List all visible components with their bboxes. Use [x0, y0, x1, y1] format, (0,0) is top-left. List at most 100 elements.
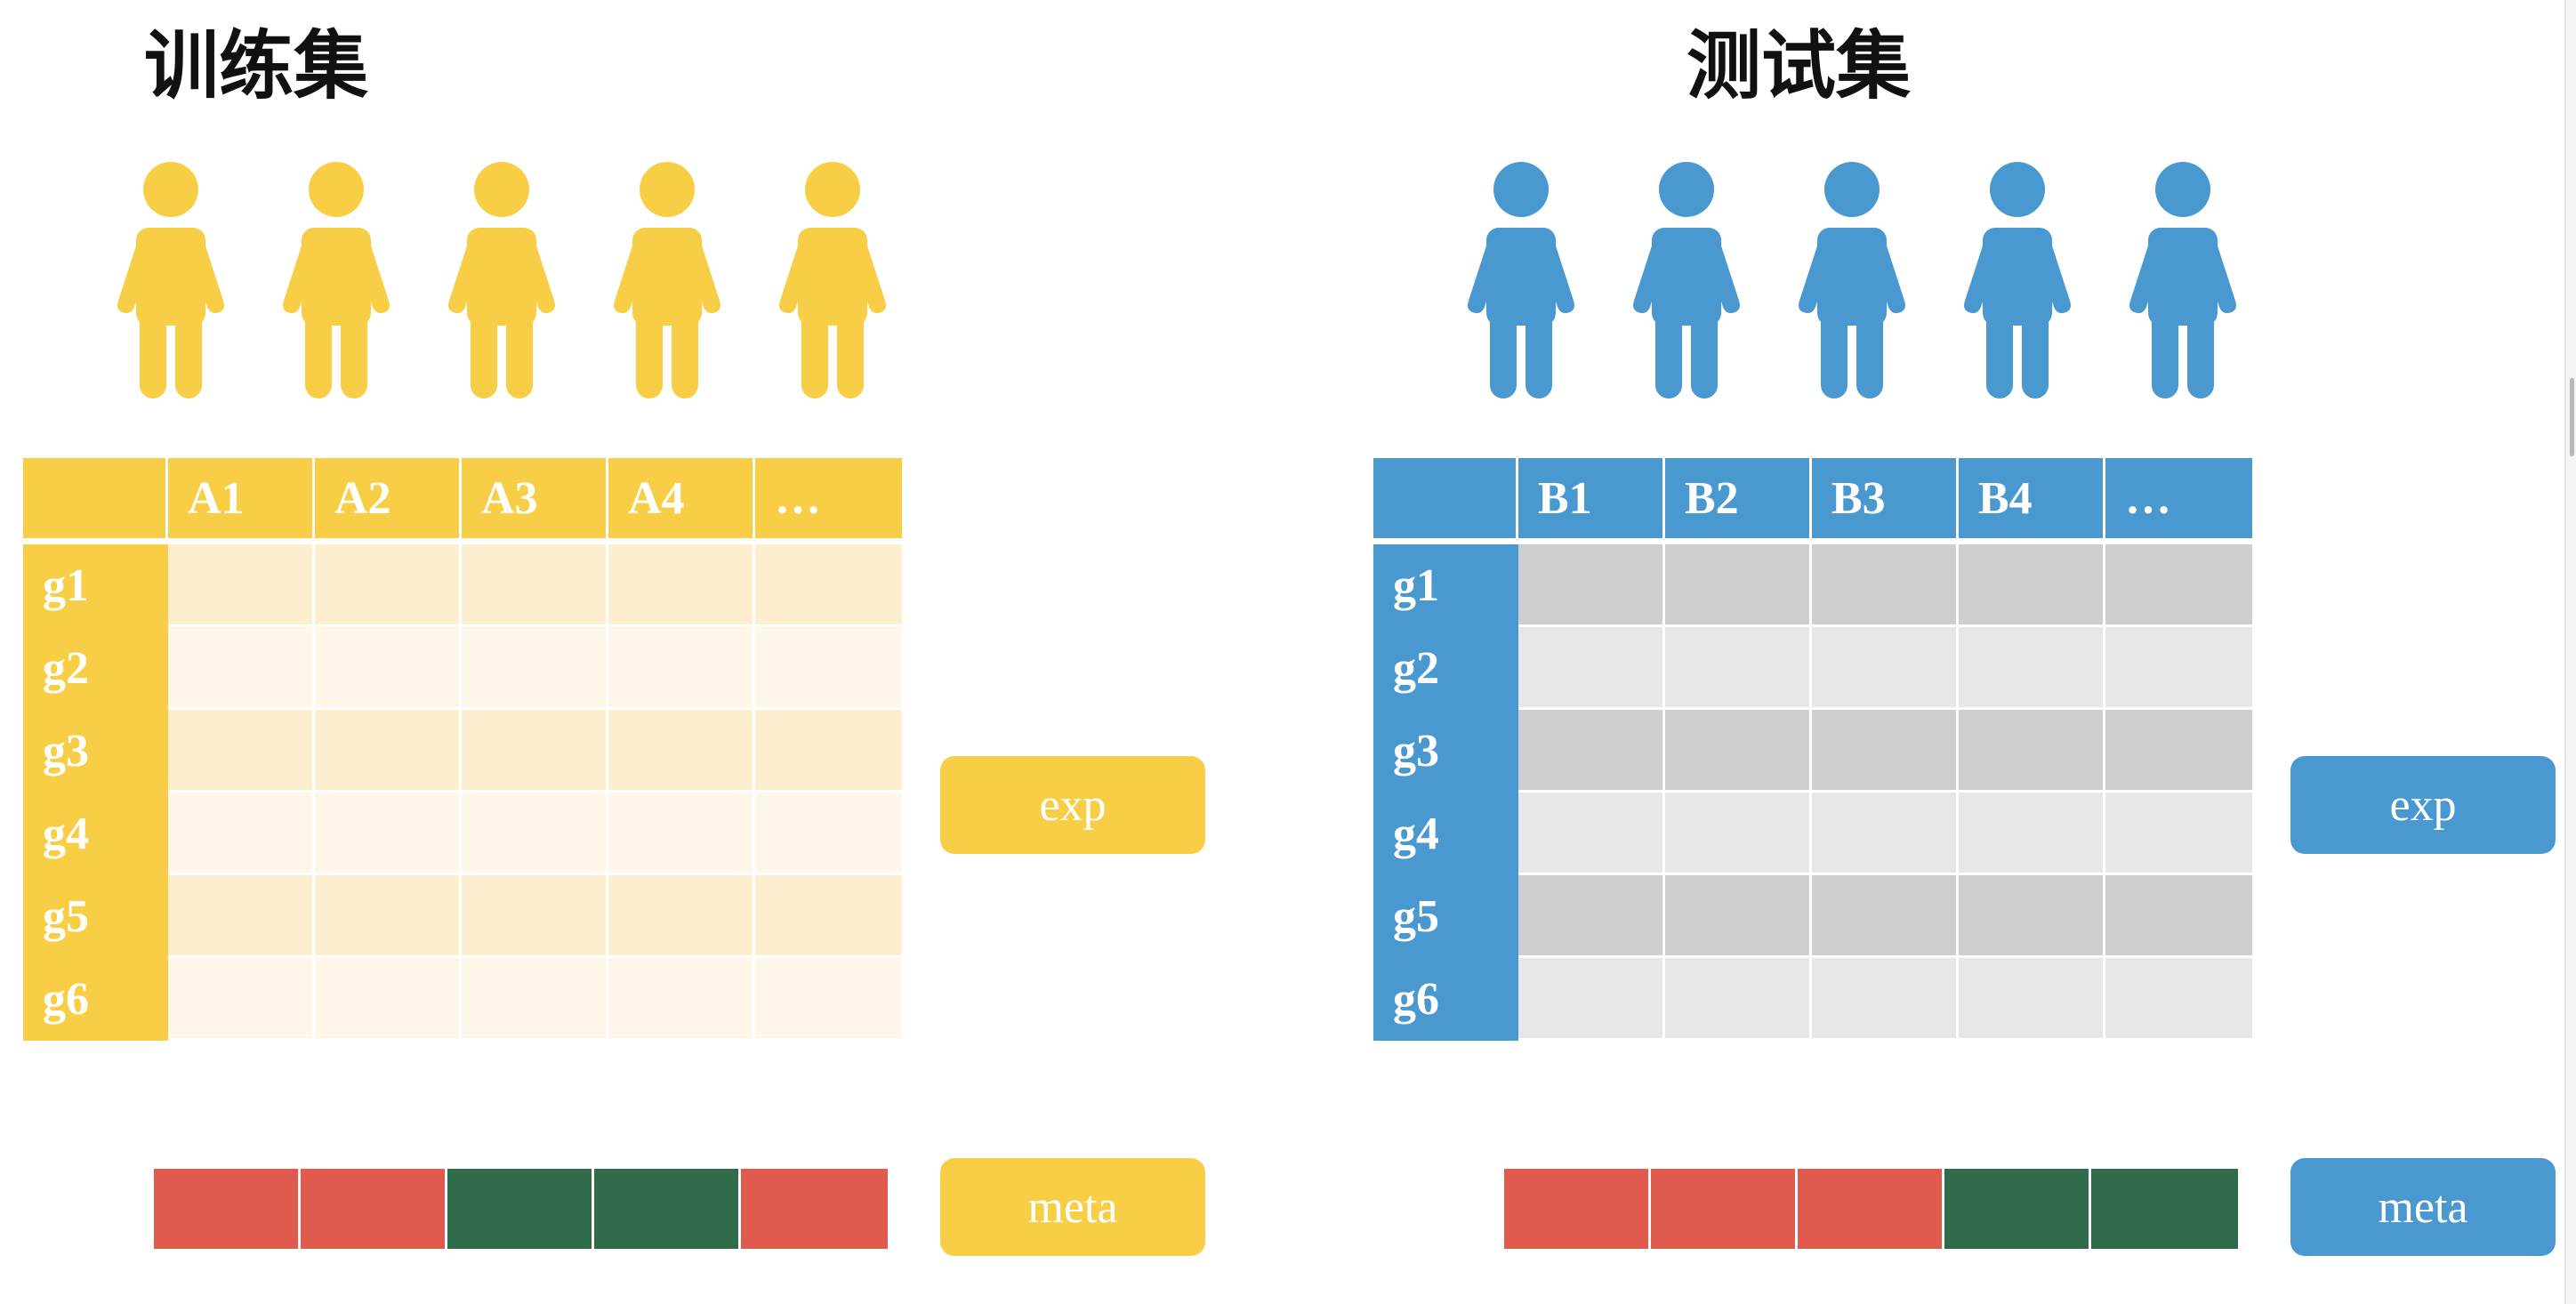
meta-group-cell — [301, 1169, 445, 1249]
table-corner — [23, 458, 165, 538]
person-icon — [779, 162, 886, 398]
table-cell — [1518, 875, 1662, 955]
table-cell — [168, 958, 312, 1038]
window-edge — [2564, 0, 2576, 1304]
train-table: A1 A2 A3 A4… g1 g2 g3 g4 g5 g6 — [23, 458, 902, 1041]
scrollbar-thumb[interactable] — [2570, 378, 2574, 456]
table-cell — [1665, 710, 1809, 790]
table-cell — [1959, 793, 2103, 873]
table-cell — [1518, 544, 1662, 624]
table-cell — [1518, 958, 1662, 1038]
table-cell — [755, 875, 902, 955]
column-header: B4 — [1959, 458, 2103, 538]
column-header: … — [2105, 458, 2252, 538]
table-cell — [2105, 627, 2252, 707]
table-cell — [168, 544, 312, 624]
table-cell — [1665, 544, 1809, 624]
person-icon — [1960, 160, 2075, 400]
person-icon — [1964, 162, 2071, 398]
meta-group-cell — [1504, 1169, 1648, 1249]
meta-group-cell — [594, 1169, 738, 1249]
table-cell — [168, 710, 312, 790]
table-cell — [462, 793, 606, 873]
table-cell — [2105, 793, 2252, 873]
column-header: B2 — [1665, 458, 1809, 538]
person-icon — [278, 160, 394, 400]
table-cell — [462, 544, 606, 624]
test-title: 测试集 — [1686, 22, 1912, 109]
table-cell — [1812, 875, 1956, 955]
train-people — [113, 160, 890, 409]
train-meta-label: meta — [940, 1158, 1205, 1256]
table-cell — [755, 710, 902, 790]
table-cell — [315, 958, 459, 1038]
person-icon — [1629, 160, 1744, 400]
column-header: B1 — [1518, 458, 1662, 538]
table-cell — [1665, 793, 1809, 873]
table-cell — [315, 793, 459, 873]
table-cell — [1959, 875, 2103, 955]
person-icon — [2125, 160, 2241, 400]
table-cell — [608, 875, 753, 955]
meta-group-cell — [1944, 1169, 2089, 1249]
table-cell — [608, 710, 753, 790]
table-cell — [168, 627, 312, 707]
person-icon — [1463, 160, 1579, 400]
table-cell — [1959, 710, 2103, 790]
table-cell — [608, 793, 753, 873]
meta-group-cell — [447, 1169, 592, 1249]
table-cell — [2105, 958, 2252, 1038]
table-cell — [462, 958, 606, 1038]
table-cell — [1812, 958, 1956, 1038]
table-cell — [1959, 627, 2103, 707]
person-icon — [117, 162, 224, 398]
table-cell — [1665, 875, 1809, 955]
row-header: g5 — [1373, 875, 1518, 958]
table-cell — [462, 710, 606, 790]
column-header: A3 — [462, 458, 606, 538]
test-table: B1 B2 B3 B4… g1 g2 g3 g4 g5 g6 — [1373, 458, 2252, 1041]
row-header: g1 — [23, 544, 168, 627]
train-exp-label: exp — [940, 756, 1205, 854]
person-icon — [448, 162, 555, 398]
train-panel: 训练集 A1 A2 A3 A4… g1 g2 g3 g4 g5 g6 exp meta — [23, 22, 1205, 1256]
person-icon — [1799, 162, 1905, 398]
person-icon — [2129, 162, 2236, 398]
row-header: g6 — [23, 958, 168, 1041]
row-header: g3 — [23, 710, 168, 793]
train-meta-bar — [154, 1169, 888, 1249]
test-panel: 测试集 B1 B2 B3 B4… g1 g2 g3 g4 g5 g6 exp meta — [1350, 0, 2576, 1304]
row-header: g2 — [1373, 627, 1518, 710]
table-cell — [1959, 958, 2103, 1038]
table-cell — [315, 875, 459, 955]
meta-group-cell — [154, 1169, 298, 1249]
table-cell — [315, 710, 459, 790]
table-cell — [1665, 958, 1809, 1038]
row-header: g1 — [1373, 544, 1518, 627]
table-cell — [608, 627, 753, 707]
column-header: A4 — [608, 458, 753, 538]
row-header: g4 — [23, 793, 168, 875]
test-meta-label: meta — [2290, 1158, 2556, 1256]
table-cell — [1812, 710, 1956, 790]
table-cell — [1518, 793, 1662, 873]
table-cell — [2105, 544, 2252, 624]
row-header: g6 — [1373, 958, 1518, 1041]
row-header: g4 — [1373, 793, 1518, 875]
table-cell — [1812, 793, 1956, 873]
column-header: B3 — [1812, 458, 1956, 538]
person-icon — [1794, 160, 1910, 400]
table-corner — [1373, 458, 1516, 538]
train-title: 训练集 — [144, 22, 369, 109]
table-cell — [1812, 544, 1956, 624]
table-cell — [755, 627, 902, 707]
table-cell — [462, 875, 606, 955]
person-icon — [775, 160, 890, 400]
table-cell — [608, 958, 753, 1038]
table-cell — [1665, 627, 1809, 707]
person-icon — [614, 162, 720, 398]
row-header: g5 — [23, 875, 168, 958]
person-icon — [1468, 162, 1574, 398]
table-cell — [2105, 875, 2252, 955]
person-icon — [283, 162, 390, 398]
